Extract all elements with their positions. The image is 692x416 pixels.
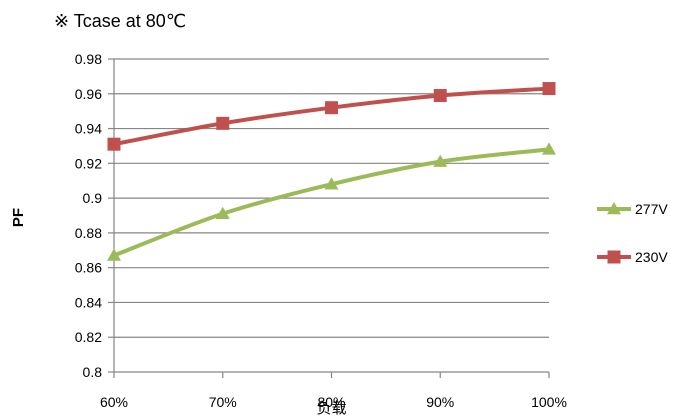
y-axis-label: PF [10, 208, 27, 227]
data-point-277V [107, 248, 121, 261]
data-point-230V [542, 82, 556, 96]
x-tick-label: 100% [531, 394, 567, 410]
series-line-230V [113, 86, 550, 147]
legend-label: 277V [635, 201, 668, 217]
y-tick-label: 0.96 [75, 86, 102, 102]
axes [108, 58, 550, 378]
x-tick-label: 90% [426, 394, 454, 410]
data-point-277V [324, 177, 339, 190]
y-tick-labels: 0.8 0.82 0.84 0.86 0.88 0.9 0.92 0.94 0.96 0.98 [75, 51, 102, 380]
data-point-230V [216, 116, 230, 130]
x-axis-label: 负载 [316, 399, 346, 416]
y-tick-label: 0.98 [75, 51, 102, 67]
legend-marker [607, 250, 621, 264]
y-tick-label: 0.92 [75, 155, 102, 171]
data-point-230V [107, 137, 121, 151]
gridlines [114, 58, 549, 373]
y-tick-label: 0.84 [75, 294, 102, 310]
legend: 277V 230V [597, 201, 668, 265]
x-tick-label: 70% [209, 394, 237, 410]
data-point-277V [542, 142, 556, 155]
series-group [107, 82, 556, 261]
data-point-277V [215, 206, 230, 220]
x-tick-label: 80% [317, 394, 345, 410]
y-tick-label: 0.82 [75, 329, 102, 345]
y-tick-label: 0.8 [83, 364, 103, 380]
legend-label: 230V [635, 249, 668, 265]
data-point-230V [433, 89, 447, 103]
x-tick-labels: 60% 70% 80% 90% 100% [100, 394, 567, 410]
y-tick-label: 0.9 [83, 190, 103, 206]
y-tick-label: 0.94 [75, 121, 102, 137]
y-tick-label: 0.86 [75, 260, 102, 276]
legend-marker [607, 202, 621, 215]
series-line-277V [113, 147, 550, 258]
y-tick-label: 0.88 [75, 225, 102, 241]
data-point-230V [325, 101, 338, 115]
x-tick-label: 60% [100, 394, 128, 410]
data-point-277V [433, 154, 448, 167]
chart-title: ※ Tcase at 80℃ [54, 11, 186, 31]
